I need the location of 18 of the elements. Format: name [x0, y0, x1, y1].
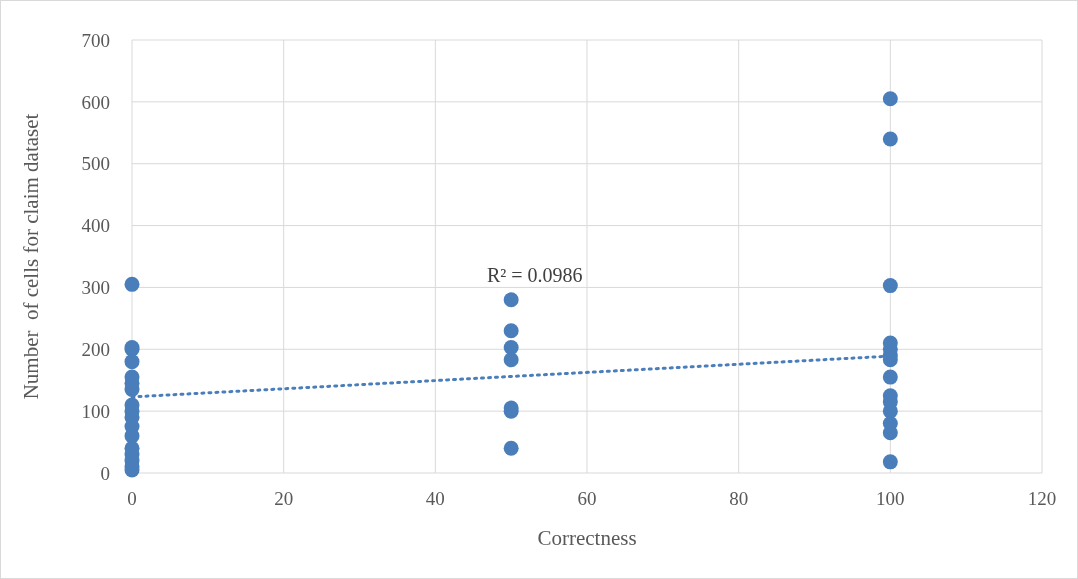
y-tick-label: 300: [81, 277, 110, 299]
x-tick-label: 60: [577, 488, 597, 509]
x-axis-title: Correctness: [537, 526, 637, 550]
x-tick-label: 100: [876, 488, 905, 509]
y-tick-label: 100: [81, 400, 110, 422]
annotation: R² = 0.0986: [486, 264, 583, 287]
x-tick-label: 120: [1027, 488, 1057, 509]
y-axis-title: Number of cells for claim dataset: [19, 113, 43, 400]
y-tick-label: 700: [81, 29, 110, 51]
x-tick-label: 20: [274, 488, 294, 509]
y-tick-label: 600: [81, 91, 110, 113]
y-tick-label: 500: [81, 153, 110, 175]
x-tick-label: 40: [425, 488, 445, 509]
y-tick-label: 0: [100, 462, 110, 484]
x-tick-label: 0: [127, 488, 137, 509]
y-tick-label: 400: [81, 215, 110, 237]
x-tick-label: 80: [729, 488, 749, 509]
y-tick-label: 200: [81, 338, 110, 360]
